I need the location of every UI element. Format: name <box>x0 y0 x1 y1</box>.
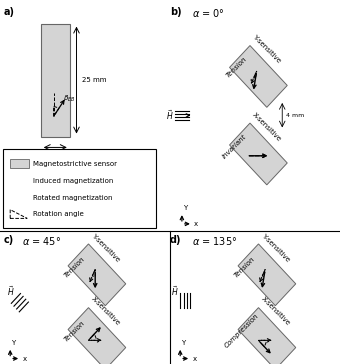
Text: $\beta_{EB}$: $\beta_{EB}$ <box>63 94 76 104</box>
Text: $\alpha$ = 135°: $\alpha$ = 135° <box>192 235 237 247</box>
Text: $\vec{H}$: $\vec{H}$ <box>171 284 179 298</box>
Text: d): d) <box>170 235 182 245</box>
Text: Tension: Tension <box>233 256 256 279</box>
Text: $\vec{H}$: $\vec{H}$ <box>7 284 14 298</box>
Text: x: x <box>194 221 198 227</box>
Text: Rotated magnetization: Rotated magnetization <box>33 195 113 201</box>
Text: $\alpha$ = 0°: $\alpha$ = 0° <box>192 7 225 19</box>
Text: Y: Y <box>181 340 185 346</box>
Text: Invariant: Invariant <box>221 134 248 160</box>
Text: Compression: Compression <box>223 313 260 349</box>
Text: Y-sensitive: Y-sensitive <box>252 34 282 64</box>
Bar <box>10 159 29 168</box>
Text: $\vec{H}$: $\vec{H}$ <box>166 108 173 122</box>
Polygon shape <box>68 244 126 306</box>
Polygon shape <box>230 46 287 107</box>
Text: X-sensitive: X-sensitive <box>251 111 283 142</box>
Text: 3 mm: 3 mm <box>45 151 65 158</box>
Text: X-sensitive: X-sensitive <box>90 296 121 327</box>
Text: Y-sensitive: Y-sensitive <box>90 232 121 263</box>
Text: 25 mm: 25 mm <box>82 77 106 83</box>
Polygon shape <box>238 244 296 306</box>
Text: Tension: Tension <box>225 56 248 79</box>
Text: Y: Y <box>11 340 15 346</box>
Text: c): c) <box>3 235 14 245</box>
Text: a): a) <box>3 7 14 17</box>
Bar <box>3 149 156 228</box>
Text: 4 mm: 4 mm <box>286 113 305 118</box>
Polygon shape <box>230 123 287 185</box>
Text: Y-sensitive: Y-sensitive <box>260 232 291 263</box>
Text: $\alpha$ = 45°: $\alpha$ = 45° <box>22 235 61 247</box>
Text: Magnetostrictive sensor: Magnetostrictive sensor <box>33 161 117 167</box>
Polygon shape <box>238 308 296 364</box>
Bar <box>41 24 70 136</box>
Text: Induced magnetization: Induced magnetization <box>33 178 114 184</box>
Text: x: x <box>22 356 27 361</box>
Text: b): b) <box>170 7 182 17</box>
Text: X-sensitive: X-sensitive <box>260 296 291 327</box>
Polygon shape <box>68 308 126 364</box>
Text: Tension: Tension <box>63 256 86 279</box>
Text: Tension: Tension <box>63 320 86 343</box>
Text: Rotation angle: Rotation angle <box>33 211 84 217</box>
Text: Y: Y <box>183 205 187 211</box>
Text: x: x <box>192 356 197 361</box>
